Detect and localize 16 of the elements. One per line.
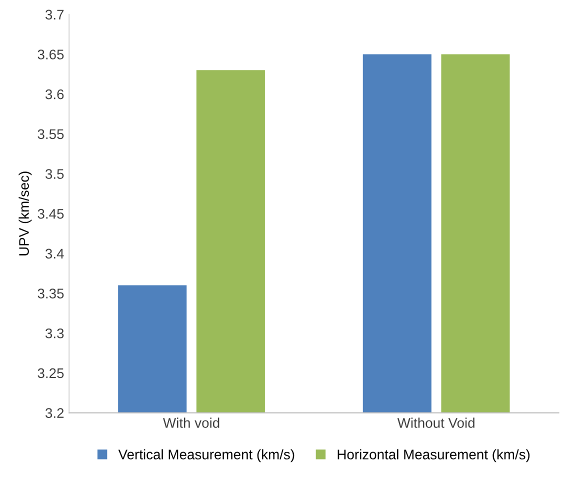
y-tick-label: 3.3 — [45, 328, 64, 338]
y-axis-title: UPV (km/sec) — [18, 172, 32, 256]
y-tick-label: 3.2 — [45, 408, 64, 418]
y-tick-label: 3.45 — [38, 208, 64, 219]
y-tick-label: 3.5 — [45, 169, 64, 179]
legend-label: Vertical Measurement (km/s) — [118, 449, 294, 462]
y-tick-label: 3.6 — [45, 89, 64, 100]
x-tick-label: Without Void — [397, 418, 474, 428]
y-tick-label: 3.65 — [38, 50, 64, 60]
y-tick-label: 3.7 — [45, 10, 64, 20]
y-tick-label: 3.55 — [38, 129, 64, 140]
y-tick-label: 3.25 — [38, 368, 64, 378]
x-tick-label: With void — [163, 418, 220, 428]
y-tick-label: 3.35 — [38, 288, 64, 298]
legend-label: Horizontal Measurement (km/s) — [338, 449, 530, 462]
y-tick-label: 3.4 — [45, 248, 64, 259]
